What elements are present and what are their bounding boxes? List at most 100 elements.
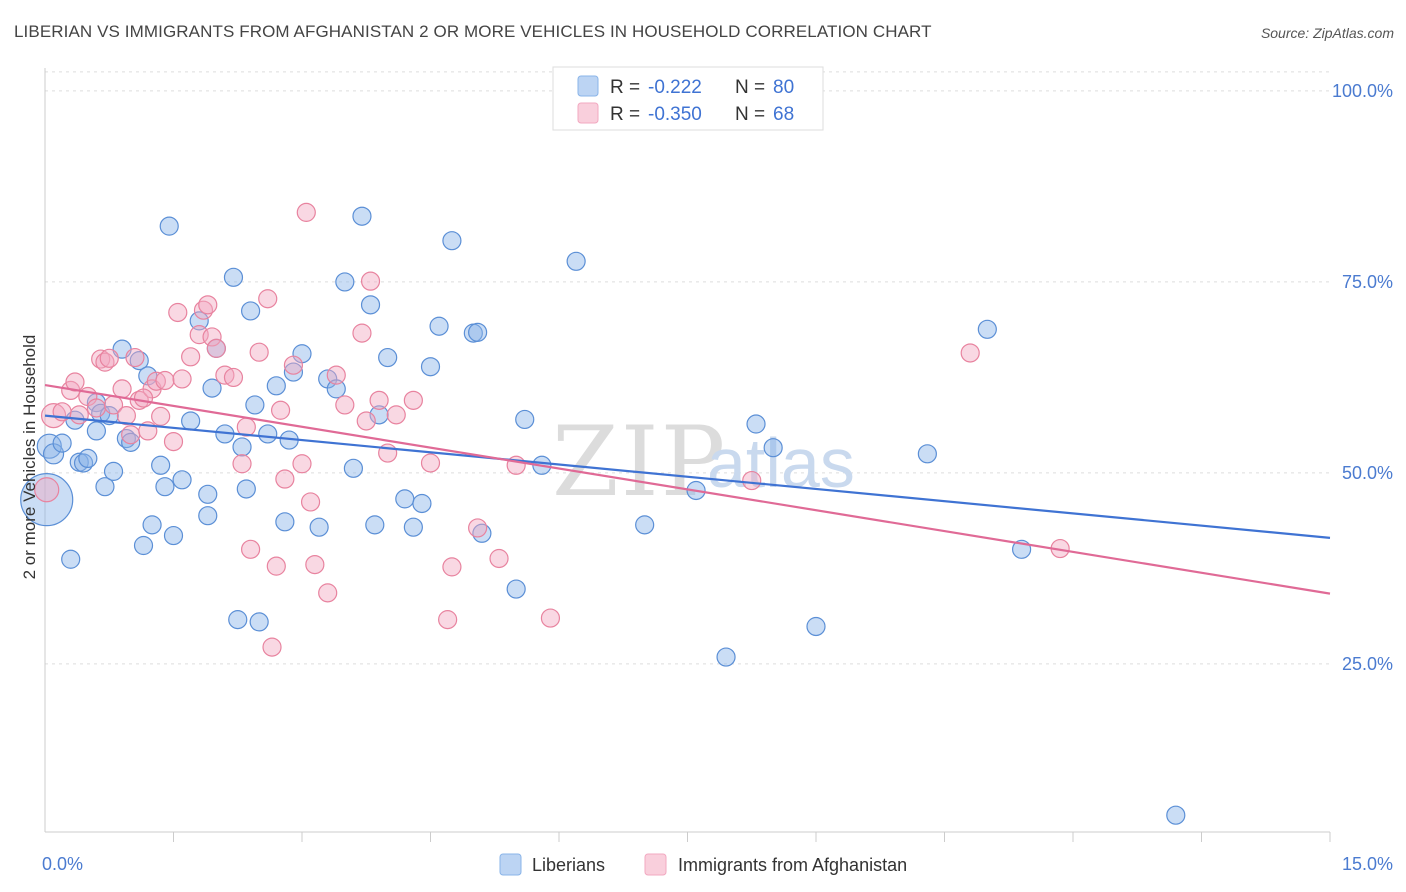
point-s1-67	[133, 388, 154, 408]
point-s0-73	[806, 616, 826, 637]
legend-series: Liberians Immigrants from Afghanistan	[499, 853, 907, 876]
point-s1-20	[151, 406, 171, 426]
point-s0-38	[241, 301, 261, 321]
point-s0-65	[506, 579, 526, 599]
point-s0-10	[86, 421, 107, 441]
legend-n-label-1: N =	[735, 77, 765, 98]
point-s1-56	[420, 453, 441, 473]
point-s0-56	[395, 489, 415, 509]
point-s1-63	[742, 470, 762, 491]
point-s1-59	[468, 518, 488, 538]
point-s0-27	[181, 411, 201, 431]
legend-r-label-2: R =	[610, 104, 640, 125]
point-s1-10	[99, 348, 119, 368]
point-s0-12	[95, 477, 115, 497]
point-s0-28	[189, 311, 209, 331]
point-s0-17	[121, 432, 141, 452]
y-tick-label-2: 75.0%	[1342, 272, 1393, 292]
point-s0-66	[515, 409, 535, 430]
x-tick-label-max: 15.0%	[1342, 854, 1393, 874]
point-s0-3	[52, 433, 72, 453]
legend-r-value-2: -0.350	[648, 104, 702, 125]
point-s0-14	[103, 461, 124, 481]
point-s1-47	[326, 365, 346, 385]
legend-n-value-1: 80	[773, 77, 794, 98]
point-s0-77	[1166, 805, 1186, 825]
legend-bottom-swatch-afghanistan	[644, 853, 667, 876]
point-s0-23	[155, 477, 175, 497]
point-s1-51	[360, 271, 381, 291]
point-s0-24	[159, 216, 179, 236]
point-s0-37	[236, 479, 256, 499]
point-s1-52	[369, 390, 389, 410]
point-s0-79	[326, 379, 346, 399]
source-credit: Source: ZipAtlas.com	[1260, 25, 1394, 41]
point-s1-58	[442, 557, 462, 577]
legend-n-label-2: N =	[735, 104, 765, 125]
point-s0-19	[133, 535, 154, 556]
point-s0-52	[360, 295, 381, 315]
point-s1-13	[116, 406, 136, 426]
point-s1-40	[275, 469, 295, 489]
point-s0-58	[412, 493, 432, 514]
point-s1-39	[270, 400, 291, 420]
y-tick-label-1: 50.0%	[1342, 463, 1393, 483]
legend-bottom-label-liberians: Liberians	[532, 855, 605, 875]
x-axis-ticks	[173, 832, 1331, 842]
watermark: ZIP atlas	[552, 406, 855, 518]
point-s0-70	[716, 647, 736, 667]
trend-line-1	[44, 383, 1331, 595]
point-s0-39	[245, 395, 265, 415]
point-s1-62	[540, 608, 561, 628]
point-s1-12	[112, 379, 132, 399]
point-s1-15	[125, 347, 145, 368]
series-afghanistan-points	[34, 202, 1070, 657]
chart-title: LIBERIAN VS IMMIGRANTS FROM AFGHANISTAN …	[14, 22, 932, 41]
point-s1-30	[206, 338, 226, 358]
point-s1-21	[155, 370, 175, 391]
point-s0-71	[746, 414, 766, 434]
point-s1-49	[352, 323, 372, 343]
point-s1-48	[335, 395, 355, 415]
point-s1-50	[356, 411, 376, 431]
point-s0-40	[249, 612, 269, 632]
x-tick-label-min: 0.0%	[42, 854, 83, 874]
point-s0-47	[309, 517, 329, 537]
point-s1-7	[86, 398, 107, 418]
point-s1-42	[292, 454, 312, 474]
point-s0-74	[917, 444, 937, 464]
legend-bottom-swatch-liberians	[499, 853, 522, 876]
point-s0-57	[403, 517, 423, 537]
series-liberians-points	[20, 206, 1186, 825]
point-s1-54	[386, 405, 406, 425]
point-s1-37	[262, 637, 282, 657]
point-s0-35	[228, 610, 248, 630]
point-s1-66	[223, 367, 244, 388]
legend-r-label-1: R =	[610, 77, 640, 98]
point-s0-63	[468, 322, 488, 342]
point-s0-26	[172, 470, 192, 490]
point-s0-31	[202, 378, 222, 398]
point-s0-42	[266, 376, 286, 396]
point-s1-35	[249, 342, 269, 362]
point-s1-28	[198, 295, 218, 315]
y-tick-label-0: 25.0%	[1342, 654, 1393, 674]
point-s0-67	[566, 251, 586, 271]
point-s1-25	[181, 347, 201, 367]
point-s0-72	[763, 438, 783, 458]
point-s1-46	[318, 583, 338, 603]
point-s1-44	[300, 492, 321, 512]
point-s0-41	[258, 424, 278, 444]
point-s1-60	[489, 548, 509, 569]
point-s0-30	[198, 484, 218, 504]
point-s0-21	[142, 515, 162, 535]
point-s0-0	[20, 473, 74, 527]
legend-r-value-1: -0.222	[648, 77, 702, 98]
point-s1-14	[121, 425, 141, 445]
point-s1-24	[172, 369, 192, 389]
point-s1-43	[296, 202, 316, 222]
point-s1-29	[202, 327, 222, 347]
point-s0-34	[223, 267, 244, 287]
point-s0-53	[365, 515, 385, 535]
